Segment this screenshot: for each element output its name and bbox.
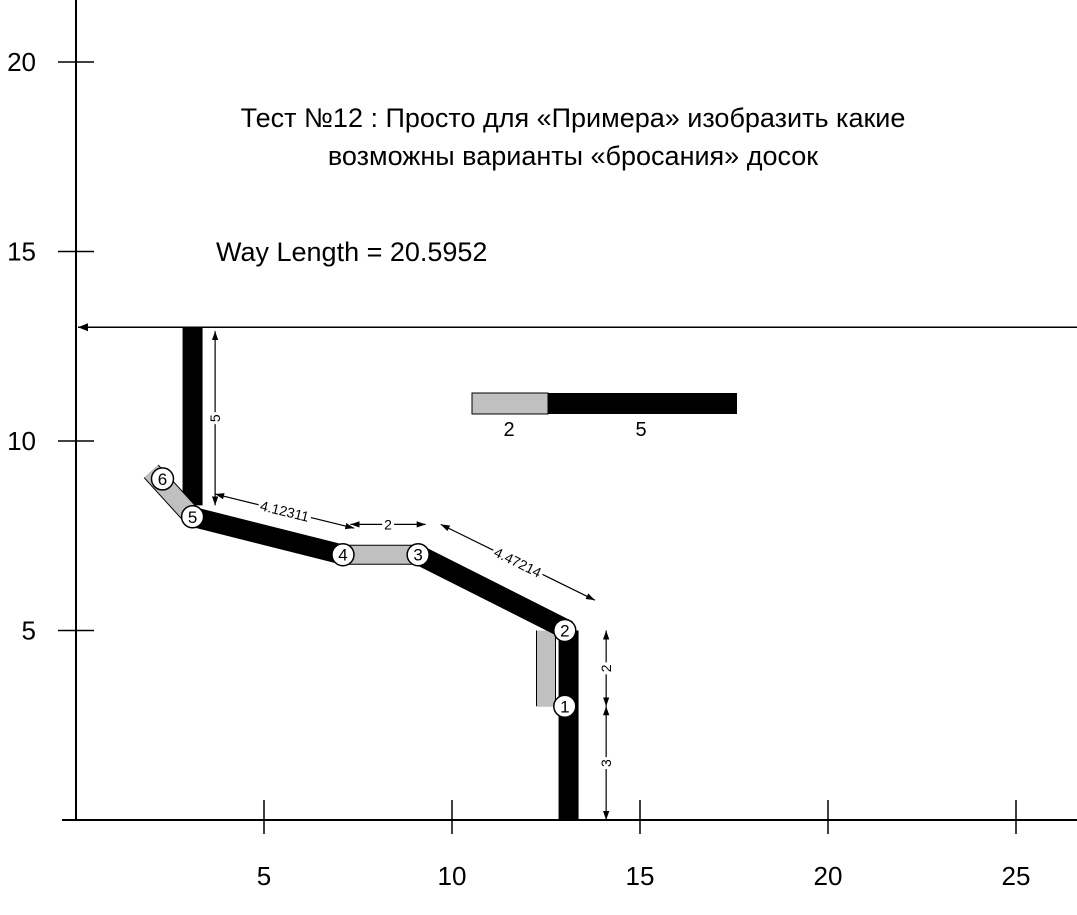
way-length-label: Way Length = 20.5952 bbox=[216, 237, 487, 267]
diagram-title-line-1: Тест №12 : Просто для «Примера» изобрази… bbox=[241, 103, 906, 133]
node-label: 5 bbox=[188, 508, 197, 527]
nodes: 1 2 3 4 5 6 bbox=[150, 467, 577, 719]
y-axis-ticks: 5 10 15 20 bbox=[7, 47, 94, 646]
node-circle bbox=[180, 505, 205, 529]
node-circle bbox=[150, 467, 175, 491]
dimension-label-bg bbox=[489, 543, 547, 582]
dimension-label: 2 bbox=[384, 516, 392, 532]
y-tick-label: 20 bbox=[7, 47, 36, 77]
dimension-label: 4.12311 bbox=[259, 497, 311, 524]
node-label: 6 bbox=[158, 470, 167, 489]
dimension-label-bg bbox=[207, 412, 224, 425]
dimension-label: 4.47214 bbox=[492, 544, 545, 581]
dimension-label-bg bbox=[598, 662, 615, 675]
dimension-label: 3 bbox=[598, 759, 614, 767]
node-circle bbox=[331, 542, 355, 567]
x-tick-label: 10 bbox=[438, 861, 467, 891]
dimension-label-bg bbox=[598, 757, 615, 770]
y-tick-label: 5 bbox=[22, 616, 36, 646]
legend-black-swatch bbox=[548, 393, 737, 414]
node-label: 1 bbox=[560, 697, 569, 716]
dimension-label: 2 bbox=[598, 664, 614, 672]
y-tick-label: 10 bbox=[7, 426, 36, 456]
diagram-title-line-2: возможны варианты «бросания» досок bbox=[328, 141, 818, 171]
legend: 2 5 bbox=[471, 392, 737, 441]
black-plank bbox=[190, 507, 346, 565]
dimension-label: 5 bbox=[207, 414, 223, 422]
legend-gray-label: 2 bbox=[503, 419, 514, 441]
x-tick-label: 25 bbox=[1002, 861, 1031, 891]
node-label: 3 bbox=[413, 546, 422, 565]
legend-gray-swatch bbox=[471, 392, 549, 415]
x-axis-ticks: 5 10 15 20 25 bbox=[257, 800, 1031, 891]
legend-black-label: 5 bbox=[635, 419, 646, 441]
node-circle bbox=[406, 542, 430, 567]
x-tick-label: 20 bbox=[814, 861, 843, 891]
node-circle bbox=[553, 618, 577, 643]
x-tick-label: 5 bbox=[257, 861, 271, 891]
node-label: 2 bbox=[560, 622, 569, 641]
dimension-label-bg bbox=[256, 496, 313, 526]
x-tick-label: 15 bbox=[626, 861, 655, 891]
dimension-label-bg bbox=[382, 516, 395, 533]
black-plank bbox=[413, 545, 574, 640]
node-circle bbox=[553, 694, 577, 719]
node-label: 4 bbox=[338, 546, 347, 565]
y-tick-label: 15 bbox=[7, 237, 36, 267]
